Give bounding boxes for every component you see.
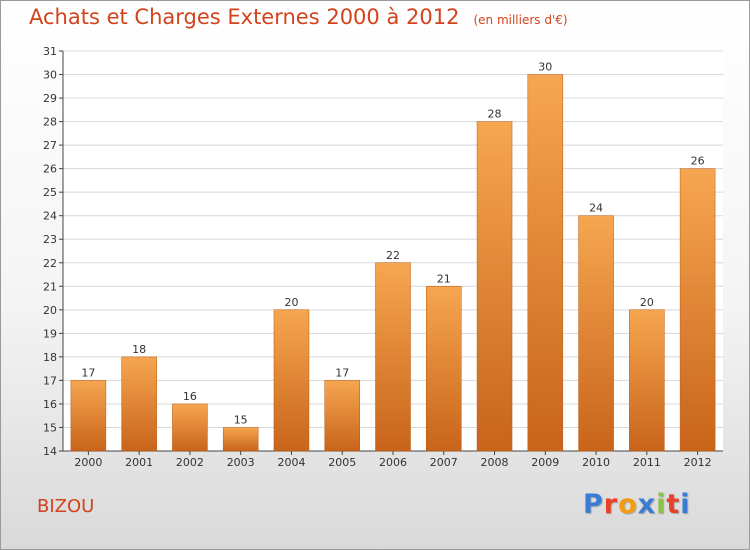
y-tick-label: 14 <box>43 445 57 458</box>
brand-logo-letter: r <box>603 489 619 520</box>
brand-logo-letter: i <box>656 489 667 520</box>
data-label: 28 <box>488 108 502 121</box>
y-tick-label: 22 <box>43 257 57 270</box>
x-tick-label: 2009 <box>531 456 559 469</box>
brand-logo: Proxiti <box>583 489 691 520</box>
data-label: 20 <box>640 296 654 309</box>
x-tick-label: 2008 <box>481 456 509 469</box>
brand-logo-letter: o <box>618 489 638 520</box>
chart-subtitle: (en milliers d'€) <box>473 13 568 27</box>
y-tick-label: 26 <box>43 163 57 176</box>
x-tick-label: 2003 <box>227 456 255 469</box>
bar <box>324 380 360 452</box>
y-tick-label: 15 <box>43 421 57 434</box>
bar <box>679 168 716 452</box>
chart-title: Achats et Charges Externes 2000 à 2012 <box>29 5 460 29</box>
data-label: 21 <box>437 272 451 285</box>
y-tick-label: 24 <box>43 210 57 223</box>
x-tick-label: 2007 <box>430 456 458 469</box>
y-tick-label: 21 <box>43 280 57 293</box>
bar <box>222 427 259 452</box>
place-name: BIZOU <box>37 496 95 517</box>
y-tick-label: 23 <box>43 233 57 246</box>
y-tick-label: 19 <box>43 327 57 340</box>
x-tick-label: 2004 <box>277 456 305 469</box>
x-tick-label: 2006 <box>379 456 407 469</box>
brand-logo-letter: P <box>583 489 604 520</box>
y-tick-label: 18 <box>43 351 57 364</box>
data-label: 15 <box>234 413 248 426</box>
bar <box>527 74 564 452</box>
bar <box>578 215 614 452</box>
x-tick-label: 2002 <box>176 456 204 469</box>
bar <box>629 309 665 452</box>
y-tick-label: 27 <box>43 139 57 152</box>
x-tick-label: 2012 <box>684 456 712 469</box>
data-label: 18 <box>132 343 146 356</box>
bar <box>273 309 310 452</box>
bar <box>476 121 513 452</box>
x-tick-label: 2011 <box>633 456 661 469</box>
data-label: 26 <box>691 155 705 168</box>
bar <box>375 262 411 452</box>
data-label: 17 <box>81 366 95 379</box>
data-label: 16 <box>183 390 197 403</box>
y-tick-label: 29 <box>43 92 57 105</box>
bar <box>70 380 107 452</box>
x-tick-label: 2010 <box>582 456 610 469</box>
x-tick-label: 2005 <box>328 456 356 469</box>
data-label: 20 <box>284 296 298 309</box>
y-tick-label: 28 <box>43 116 57 129</box>
y-tick-label: 25 <box>43 186 57 199</box>
bar <box>426 286 462 452</box>
data-label: 30 <box>538 61 552 74</box>
x-tick-label: 2000 <box>74 456 102 469</box>
y-tick-label: 30 <box>43 69 57 82</box>
y-tick-label: 20 <box>43 304 57 317</box>
y-tick-label: 31 <box>43 45 57 58</box>
brand-logo-letter: x <box>637 489 657 520</box>
y-tick-label: 17 <box>43 374 57 387</box>
data-label: 17 <box>335 366 349 379</box>
data-label: 24 <box>589 202 603 215</box>
x-tick-label: 2001 <box>125 456 153 469</box>
brand-logo-letter: i <box>680 489 691 520</box>
brand-logo-letter: t <box>666 489 681 520</box>
data-label: 22 <box>386 249 400 262</box>
title-row: Achats et Charges Externes 2000 à 2012 (e… <box>29 5 568 29</box>
y-tick-label: 16 <box>43 398 57 411</box>
bar <box>172 403 208 452</box>
bar <box>121 356 157 452</box>
